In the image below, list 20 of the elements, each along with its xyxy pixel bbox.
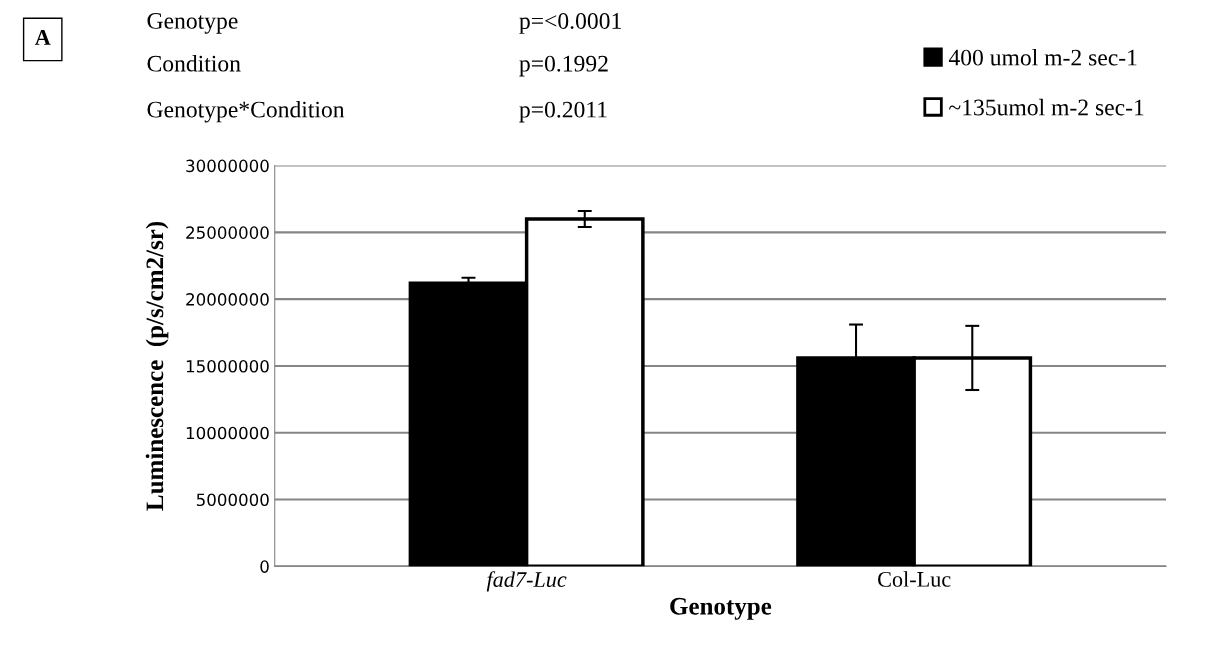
y-axis-title: Luminescence (p/s/cm2/sr) — [145, 221, 169, 511]
text: Condition — [147, 54, 241, 72]
legend-label: ~135umol m-2 sec-1 — [949, 98, 1144, 116]
y-tick-label: 15000000 — [186, 359, 269, 373]
x-tick-label: Col-Luc — [878, 571, 951, 587]
x-tick-label: fad7-Luc — [486, 571, 567, 592]
y-tick-label: 0 — [260, 560, 269, 573]
text: Genotype — [147, 12, 238, 34]
legend-label: 400 umol m-2 sec-1 — [948, 48, 1137, 66]
text: Genotype*Condition — [147, 100, 345, 123]
x-axis-title: Genotype — [670, 597, 772, 620]
text: A — [34, 30, 51, 45]
y-tick-label: 10000000 — [186, 426, 269, 440]
text: p=0.2011 — [519, 101, 607, 123]
y-tick-label: 20000000 — [186, 293, 269, 306]
text: p=0.1992 — [519, 55, 608, 77]
y-tick-label: 5000000 — [196, 493, 269, 507]
y-tick-label: 30000000 — [186, 159, 269, 173]
y-tick-label: 25000000 — [186, 226, 269, 239]
text: p=<0.0001 — [519, 12, 621, 34]
